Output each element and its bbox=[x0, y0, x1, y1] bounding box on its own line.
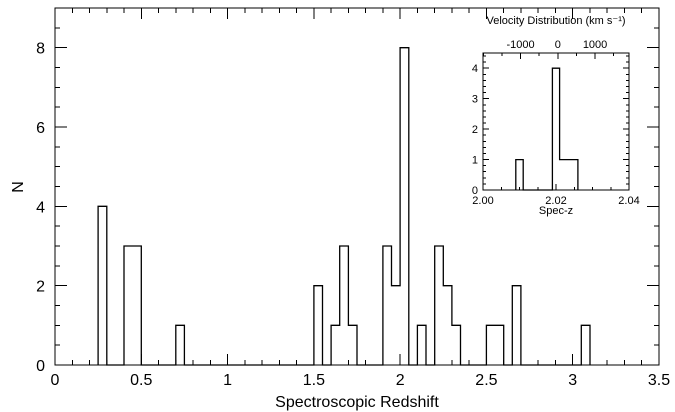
main-x-tick-label: 2 bbox=[396, 372, 405, 389]
main-x-tick-label: 0 bbox=[51, 372, 60, 389]
inset-y-tick-label: 4 bbox=[472, 63, 478, 75]
main-y-axis-label: N bbox=[10, 181, 27, 193]
inset-x-tick-label: 2.04 bbox=[618, 195, 639, 207]
inset-x-axis-label: Spec-z bbox=[539, 205, 573, 217]
main-x-tick-label: 1.5 bbox=[303, 372, 325, 389]
inset-top-tick-label: 0 bbox=[555, 39, 561, 51]
inset-x-tick-label: 2.00 bbox=[472, 195, 493, 207]
inset-y-tick-label: 0 bbox=[472, 185, 478, 197]
main-x-axis-label: Spectroscopic Redshift bbox=[275, 394, 439, 411]
inset-y-tick-label: 2 bbox=[472, 124, 478, 136]
main-x-tick-label: 3 bbox=[568, 372, 577, 389]
inset-y-tick-label: 1 bbox=[472, 155, 478, 167]
main-x-tick-label: 3.5 bbox=[648, 372, 670, 389]
main-x-tick-label: 1 bbox=[223, 372, 232, 389]
main-axes: Spectroscopic Redshift N 0 0.5 1 1.5 2 2.5 3 3.… bbox=[10, 7, 670, 411]
main-histogram-outline bbox=[97, 47, 591, 366]
main-y-tick-label: 6 bbox=[36, 120, 45, 137]
inset-background bbox=[483, 53, 629, 190]
main-y-tick-label: 2 bbox=[36, 279, 45, 296]
main-x-tick-label: 0.5 bbox=[130, 372, 152, 389]
inset-histogram-outline bbox=[515, 67, 579, 191]
inset-top-tick-label: -1000 bbox=[507, 39, 535, 51]
inset-axes: Velocity Distribution (km s⁻¹) Spec-z 2.… bbox=[472, 15, 640, 217]
main-y-tick-label: 0 bbox=[36, 358, 45, 375]
main-y-tick-label: 4 bbox=[36, 199, 45, 216]
inset-top-tick-label: 1000 bbox=[583, 39, 607, 51]
inset-y-tick-label: 3 bbox=[472, 94, 478, 106]
inset-x-tick-label: 2.02 bbox=[545, 195, 566, 207]
main-x-tick-label: 2.5 bbox=[475, 372, 497, 389]
inset-title: Velocity Distribution (km s⁻¹) bbox=[486, 15, 625, 27]
main-y-tick-label: 8 bbox=[36, 41, 45, 58]
